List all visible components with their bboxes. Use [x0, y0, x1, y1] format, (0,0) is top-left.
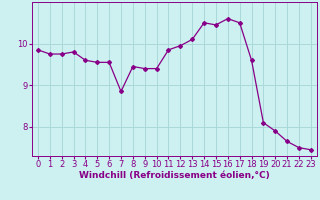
X-axis label: Windchill (Refroidissement éolien,°C): Windchill (Refroidissement éolien,°C) [79, 171, 270, 180]
